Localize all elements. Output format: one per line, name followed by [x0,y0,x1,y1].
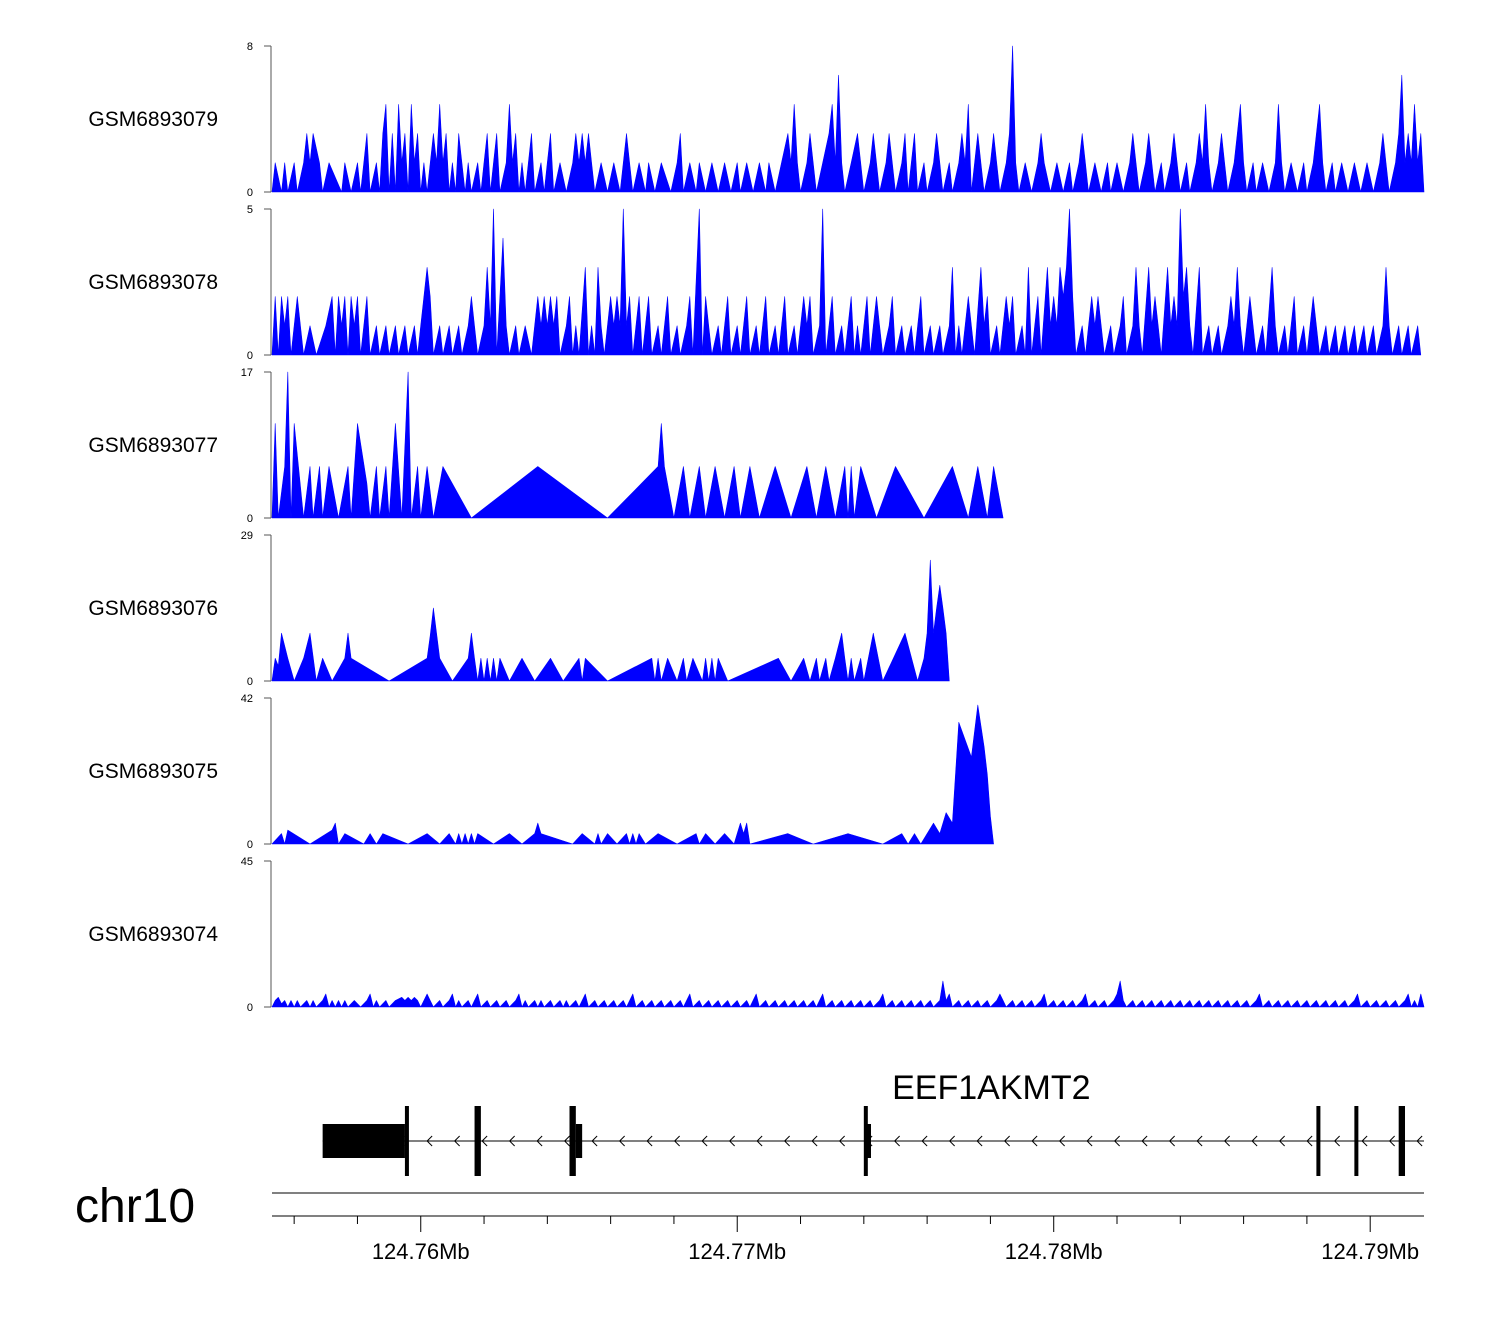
track-GSM6893075: GSM6893075 42 0 [88,693,994,851]
strand-arrow [756,1135,763,1147]
y-axis-max-label: 5 [247,204,253,216]
strand-arrow [1388,1135,1395,1147]
strand-arrow [481,1135,488,1147]
strand-arrow [838,1135,845,1147]
gene-name-label: EEF1AKMT2 [892,1069,1090,1107]
track-label: GSM6893078 [88,271,218,294]
strand-arrow [1113,1135,1120,1147]
strand-arrow [1168,1135,1175,1147]
strand-arrow [1196,1135,1203,1147]
coverage-area [271,208,1422,356]
coding-exon [404,1106,409,1176]
strand-arrow [976,1135,983,1147]
strand-arrow [1086,1135,1093,1147]
y-axis-min-label: 0 [247,513,253,525]
strand-arrow [563,1135,570,1147]
track-GSM6893076: GSM6893076 29 0 [88,530,950,688]
coordinate-tick-label: 124.77Mb [688,1239,786,1264]
coding-exon [863,1106,868,1176]
strand-arrow [508,1135,515,1147]
strand-arrow [536,1135,543,1147]
y-axis-max-label: 8 [247,41,253,53]
track-label: GSM6893079 [88,108,218,131]
strand-arrow [646,1135,653,1147]
y-axis-max-label: 45 [241,856,253,868]
coverage-area [271,704,994,845]
strand-arrow [591,1135,598,1147]
y-axis-min-label: 0 [247,187,253,199]
strand-arrow [426,1135,433,1147]
strand-arrow [1003,1135,1010,1147]
track-GSM6893077: GSM6893077 17 0 [88,367,1004,525]
strand-arrow [701,1135,708,1147]
strand-arrow [1278,1135,1285,1147]
y-axis-min-label: 0 [247,350,253,362]
coding-exon [474,1106,481,1176]
strand-arrow [1333,1135,1340,1147]
y-axis-max-label: 17 [241,367,253,379]
coverage-area [271,371,1004,519]
track-label: GSM6893076 [88,597,218,620]
utr-exon [322,1124,405,1158]
strand-arrow [618,1135,625,1147]
strand-arrow [783,1135,790,1147]
coding-exon [1354,1106,1359,1176]
genome-axis: chr10 124.76Mb 124.77Mb 124.78Mb 124.79Mb [75,1180,1424,1264]
gene-model-track: EEF1AKMT2 [322,1069,1424,1176]
coding-exon [569,1106,576,1176]
coverage-area [271,45,1425,193]
track-GSM6893079: GSM6893079 8 0 [88,41,1425,199]
y-axis-min-label: 0 [247,676,253,688]
coding-exon [1398,1106,1406,1176]
coordinate-tick-label: 124.79Mb [1321,1239,1419,1264]
track-label: GSM6893077 [88,434,218,457]
track-label: GSM6893075 [88,760,218,783]
coding-exon [1316,1106,1321,1176]
coordinate-tick-label: 124.76Mb [372,1239,470,1264]
strand-arrow [1416,1135,1423,1147]
strand-arrow [811,1135,818,1147]
y-axis-max-label: 29 [241,530,253,542]
strand-arrow [1223,1135,1230,1147]
y-axis-max-label: 42 [241,693,253,705]
coordinate-tick-label: 124.78Mb [1005,1239,1103,1264]
coverage-tracks: GSM689307980GSM689307850GSM6893077170GSM… [88,41,1425,1014]
coverage-area [271,559,950,682]
strand-arrow [453,1135,460,1147]
coding-exon [575,1124,583,1158]
track-GSM6893078: GSM6893078 5 0 [88,204,1422,362]
strand-arrow [893,1135,900,1147]
y-axis-min-label: 0 [247,839,253,851]
strand-arrow [1251,1135,1258,1147]
strand-arrow [1361,1135,1368,1147]
coverage-area [271,980,1425,1008]
track-GSM6893074: GSM6893074 45 0 [88,856,1425,1014]
strand-arrow [1058,1135,1065,1147]
chromosome-label: chr10 [75,1180,195,1233]
strand-arrow [728,1135,735,1147]
strand-arrow [1031,1135,1038,1147]
strand-arrow [948,1135,955,1147]
strand-arrow [673,1135,680,1147]
coding-exon [866,1124,871,1158]
strand-arrow [1306,1135,1313,1147]
y-axis-min-label: 0 [247,1002,253,1014]
track-label: GSM6893074 [88,923,218,946]
strand-arrow [921,1135,928,1147]
strand-arrow [1141,1135,1148,1147]
